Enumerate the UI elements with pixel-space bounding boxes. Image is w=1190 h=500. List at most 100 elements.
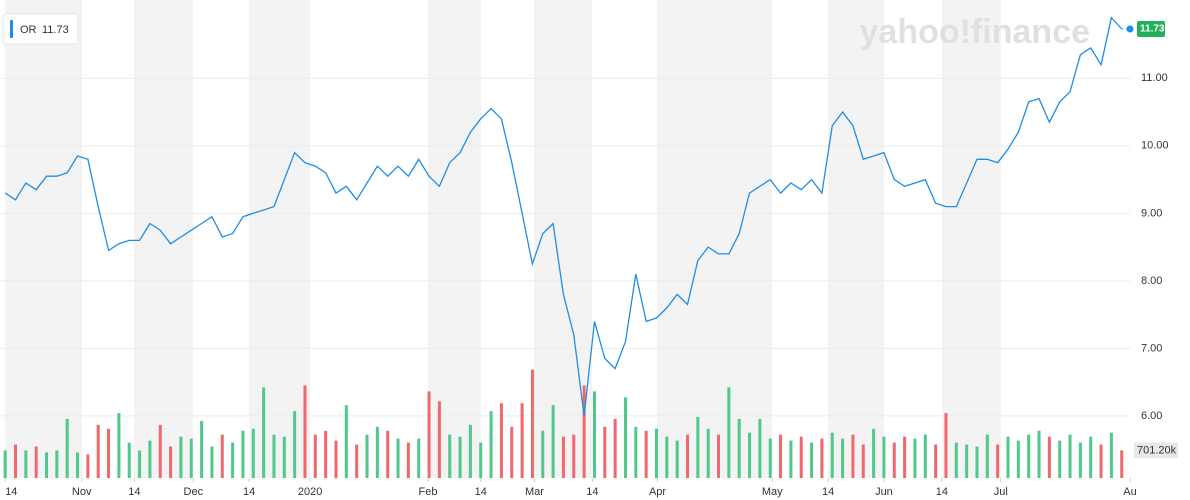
y-tick-label: 10.00 bbox=[1141, 140, 1169, 152]
volume-bar bbox=[1047, 436, 1051, 478]
volume-bar bbox=[1099, 444, 1103, 478]
volume-bar bbox=[810, 442, 814, 478]
x-tick-label: Au bbox=[1123, 486, 1136, 498]
volume-bar bbox=[3, 450, 7, 478]
volume-bar bbox=[344, 405, 348, 478]
grid bbox=[0, 77, 1131, 482]
volume-bar bbox=[820, 438, 824, 478]
volume-bar bbox=[675, 440, 679, 478]
volume-bar bbox=[468, 424, 472, 478]
volume-bar bbox=[107, 428, 111, 478]
axis-labels: 6.00 7.00 8.00 9.00 10.00 11.00 14 Nov 14 Dec 14 20… bbox=[5, 21, 1178, 498]
volume-bar bbox=[499, 403, 503, 478]
x-tick-label: Mar bbox=[525, 486, 544, 498]
y-tick-label: 8.00 bbox=[1141, 275, 1162, 287]
volume-bar bbox=[241, 430, 245, 478]
y-tick-label: 6.00 bbox=[1141, 410, 1162, 422]
volume-bar bbox=[355, 444, 359, 478]
x-tick-label: Apr bbox=[649, 486, 666, 498]
volume-bar bbox=[365, 434, 369, 478]
volume-bar bbox=[1006, 436, 1010, 478]
volume-bar bbox=[24, 450, 28, 478]
x-tick-label: Jul bbox=[994, 486, 1008, 498]
volume-bar bbox=[479, 442, 483, 478]
volume-bar bbox=[696, 416, 700, 478]
volume-bar bbox=[861, 444, 865, 478]
volume-bar bbox=[324, 430, 328, 478]
volume-bar bbox=[530, 369, 534, 478]
volume-bar bbox=[1120, 450, 1124, 478]
volume-bar bbox=[293, 411, 297, 478]
volume-bar bbox=[510, 426, 514, 478]
volume-bar bbox=[406, 442, 410, 478]
legend: OR 11.73 bbox=[2, 13, 79, 45]
volume-bar bbox=[727, 387, 731, 478]
volume-bar bbox=[427, 391, 431, 478]
volume-tag bbox=[1134, 442, 1178, 459]
volume-bar bbox=[86, 454, 90, 478]
volume-bar bbox=[14, 444, 18, 478]
volume-bar bbox=[944, 413, 948, 478]
month-bands bbox=[5, 0, 1001, 478]
volume-bar bbox=[1016, 440, 1020, 478]
volume-bar bbox=[913, 438, 917, 478]
volume-bar bbox=[717, 434, 721, 478]
volume-bar bbox=[520, 403, 524, 478]
volume-bar bbox=[634, 426, 638, 478]
volume-bar bbox=[686, 434, 690, 478]
legend-name: OR bbox=[20, 24, 37, 36]
band bbox=[428, 0, 481, 478]
x-tick-label: 2020 bbox=[298, 486, 322, 498]
volume-bar bbox=[437, 401, 441, 478]
last-tag-label: 11.73 bbox=[1140, 24, 1165, 35]
volume-bar bbox=[55, 450, 59, 478]
volume-bar bbox=[313, 434, 317, 478]
band bbox=[942, 0, 1001, 478]
volume-bar bbox=[200, 420, 204, 478]
volume-bar bbox=[748, 432, 752, 478]
band bbox=[5, 0, 82, 478]
volume-bar bbox=[210, 446, 214, 478]
volume-bar bbox=[551, 405, 555, 478]
band bbox=[134, 0, 193, 478]
volume-bar bbox=[334, 440, 338, 478]
volume-bar bbox=[448, 434, 452, 478]
volume-bar bbox=[592, 391, 596, 478]
volume-bar bbox=[282, 436, 286, 478]
x-tick-label: 14 bbox=[586, 486, 598, 498]
volume-bar bbox=[654, 428, 658, 478]
volume-bar bbox=[789, 440, 793, 478]
volume-bar bbox=[1078, 442, 1082, 478]
volume-bar bbox=[572, 434, 576, 478]
legend-value: 11.73 bbox=[42, 24, 69, 36]
volume-bar bbox=[882, 436, 886, 478]
legend-box bbox=[2, 13, 79, 45]
volume-bar bbox=[768, 438, 772, 478]
volume-bar bbox=[737, 418, 741, 478]
volume-bar bbox=[386, 430, 390, 478]
volume-bar bbox=[996, 444, 1000, 478]
volume-bar bbox=[644, 430, 648, 478]
y-tick-label: 9.00 bbox=[1141, 207, 1162, 219]
volume-bar bbox=[892, 442, 896, 478]
volume-bar bbox=[34, 446, 38, 478]
volume-bar bbox=[934, 444, 938, 478]
x-tick-label: 14 bbox=[243, 486, 255, 498]
last-tag bbox=[1137, 21, 1165, 38]
volume-bar bbox=[872, 428, 876, 478]
volume-bar bbox=[1109, 432, 1113, 478]
volume-bar bbox=[458, 436, 462, 478]
volume-bar bbox=[841, 438, 845, 478]
x-tick-label: 14 bbox=[5, 486, 17, 498]
volume-bar bbox=[303, 385, 307, 478]
volume-bar bbox=[489, 411, 493, 478]
x-tick-label: 14 bbox=[128, 486, 140, 498]
x-tick-label: May bbox=[762, 486, 783, 498]
watermark: yahoo!finance bbox=[860, 13, 1090, 51]
x-tick-label: 14 bbox=[475, 486, 487, 498]
volume-bar bbox=[262, 387, 266, 478]
volume-bar bbox=[148, 440, 152, 478]
volume-bar bbox=[220, 434, 224, 478]
x-tick-label: 14 bbox=[936, 486, 948, 498]
volume-bar bbox=[375, 426, 379, 478]
